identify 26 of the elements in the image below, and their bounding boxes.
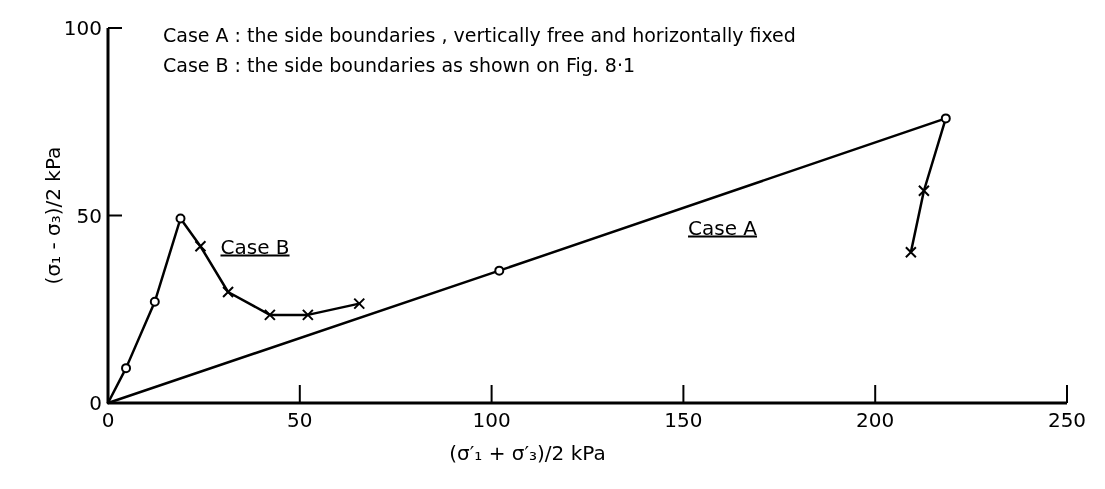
x-tick-label: 150 bbox=[664, 408, 703, 432]
point bbox=[175, 213, 186, 224]
y-axis-title: (σ₁ - σ₃)/2 kPa bbox=[41, 146, 65, 285]
x-tick-label: 50 bbox=[287, 408, 313, 432]
x-axis-title: (σ′₁ + σ′₃)/2 kPa bbox=[449, 441, 606, 465]
x-tick-label: 100 bbox=[472, 408, 511, 432]
point bbox=[904, 246, 917, 259]
y-tick-label: 100 bbox=[63, 16, 102, 40]
point bbox=[494, 265, 505, 276]
point bbox=[917, 184, 930, 197]
point bbox=[149, 296, 160, 307]
y-tick-label: 0 bbox=[89, 391, 102, 415]
series-label: Case B bbox=[220, 234, 290, 259]
x-tick-label: 200 bbox=[856, 408, 895, 432]
point bbox=[222, 286, 235, 298]
annotation: Case B : the side boundaries as shown on Fig. 8·1 bbox=[163, 54, 636, 76]
y-tick-label: 50 bbox=[76, 203, 102, 228]
x-tick-label: 250 bbox=[1047, 408, 1087, 432]
point bbox=[121, 363, 132, 374]
series-label: Case A bbox=[688, 215, 758, 240]
point bbox=[940, 113, 951, 124]
point bbox=[194, 240, 207, 253]
annotation: Case A : the side boundaries , vertically free and horizontally fixed bbox=[163, 24, 796, 46]
point bbox=[353, 297, 366, 310]
point bbox=[263, 308, 276, 321]
point bbox=[301, 308, 314, 321]
